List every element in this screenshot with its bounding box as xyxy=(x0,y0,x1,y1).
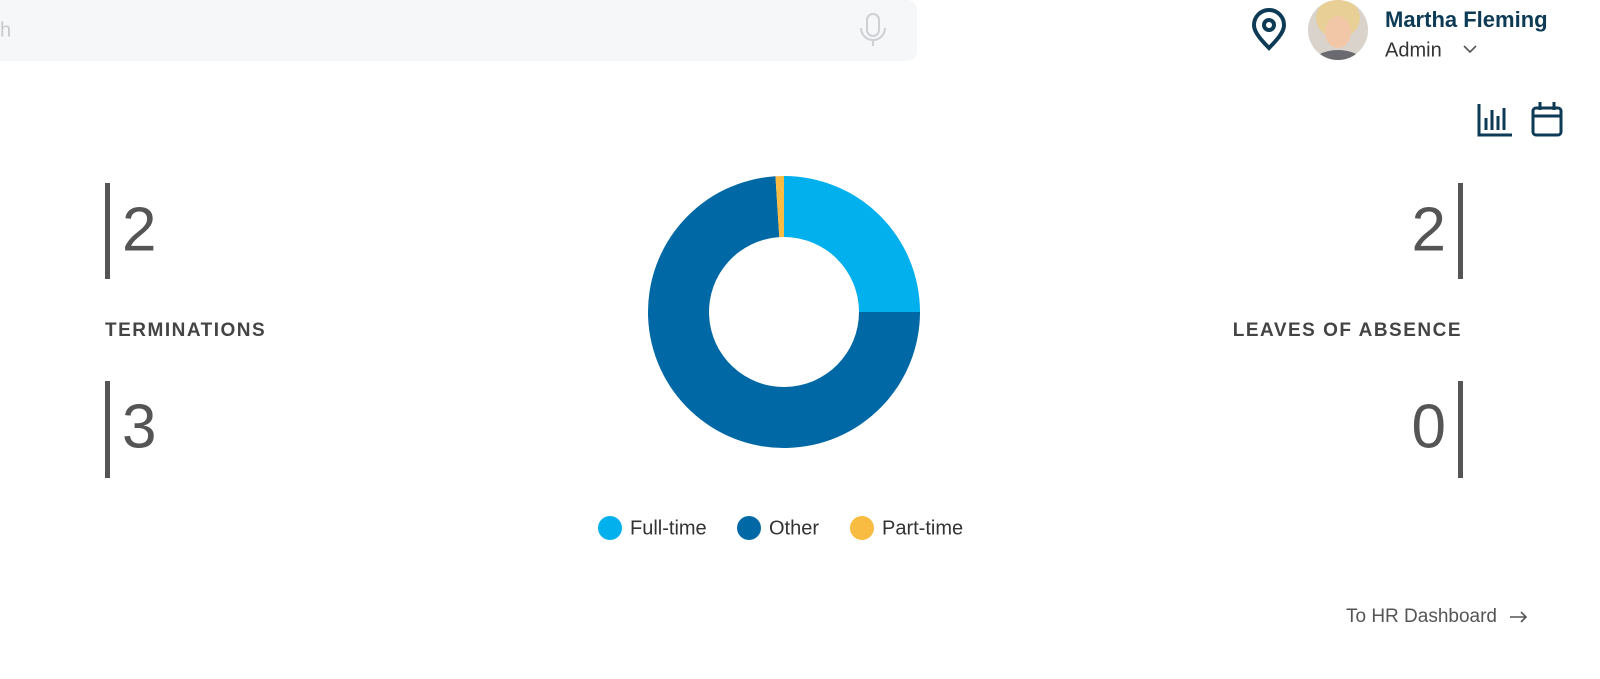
donut-slice[interactable] xyxy=(647,176,920,448)
legend: Full-time Other Part-time xyxy=(598,516,963,540)
chart-icon[interactable] xyxy=(1477,104,1512,137)
avatar[interactable] xyxy=(1308,0,1368,78)
donut-slice[interactable] xyxy=(775,176,784,238)
stat-bar xyxy=(105,381,110,478)
stat-bar xyxy=(1458,381,1463,478)
legend-swatch[interactable] xyxy=(598,516,622,540)
legend-label[interactable]: Full-time xyxy=(630,517,707,539)
calendar-icon[interactable] xyxy=(1531,102,1563,137)
location-icon[interactable] xyxy=(1251,8,1287,51)
donut-slice[interactable] xyxy=(784,176,920,312)
legend-swatch[interactable] xyxy=(850,516,874,540)
dashboard-link[interactable]: To HR Dashboard xyxy=(1346,606,1497,627)
stat-bar xyxy=(105,183,110,279)
user-role[interactable]: Admin xyxy=(1385,39,1442,61)
stat-bar xyxy=(1458,183,1463,279)
link-arrow[interactable] xyxy=(1510,611,1528,623)
search-placeholder: h xyxy=(0,19,11,41)
stat-value: 2 xyxy=(122,195,156,264)
mic-icon[interactable] xyxy=(860,13,886,46)
legend-label[interactable]: Other xyxy=(769,517,819,539)
role-chevron[interactable] xyxy=(1463,45,1477,54)
search-bar[interactable] xyxy=(0,0,917,61)
legend-label[interactable]: Part-time xyxy=(882,517,963,539)
stat-value: 3 xyxy=(122,392,156,461)
stat-label: TERMINATIONS xyxy=(105,320,266,341)
stat-label: LEAVES OF ABSENCE xyxy=(1233,320,1462,341)
donut-chart xyxy=(647,176,920,448)
stat-value: 2 xyxy=(1412,195,1446,264)
stat-value: 0 xyxy=(1412,392,1446,461)
legend-swatch[interactable] xyxy=(737,516,761,540)
user-name: Martha Fleming xyxy=(1385,7,1548,32)
